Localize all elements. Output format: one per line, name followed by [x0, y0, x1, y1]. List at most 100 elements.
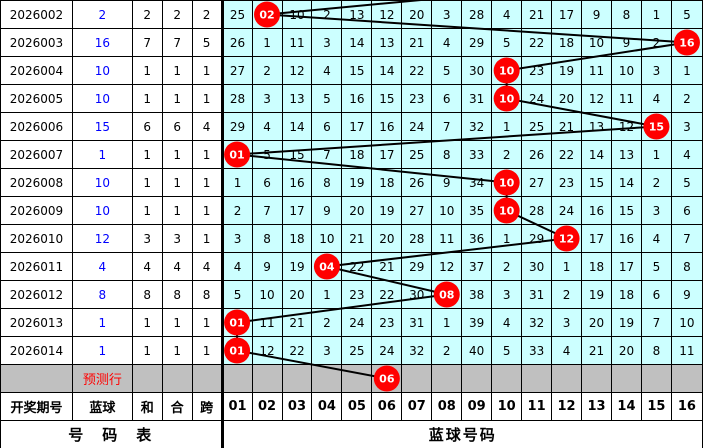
miss-cell: 15 [581, 168, 612, 197]
miss-cell: 21 [551, 112, 583, 141]
miss-cell: 10 [610, 56, 642, 85]
header-number: 09 [461, 392, 493, 421]
miss-cell: 9 [251, 252, 283, 281]
pred-grid-cell [670, 364, 703, 393]
miss-cell [251, 0, 283, 29]
pred-grid-cell [551, 364, 583, 393]
miss-cell: 18 [371, 168, 403, 197]
period-cell: 2026007 [0, 140, 73, 169]
sum-cell: 4 [131, 252, 163, 281]
he-cell: 1 [161, 84, 193, 113]
miss-cell: 12 [581, 84, 612, 113]
blue-cell: 1 [71, 140, 133, 169]
miss-cell: 24 [551, 196, 583, 225]
header-blue: 蓝球 [71, 392, 133, 421]
miss-cell: 2 [640, 168, 672, 197]
miss-cell: 25 [221, 0, 253, 29]
miss-cell: 29 [221, 112, 253, 141]
span-cell: 4 [191, 112, 224, 141]
span-cell: 1 [191, 196, 224, 225]
miss-cell: 20 [581, 308, 612, 337]
table-row: 2026006 15 6 6 4 29 4 14 6 17 16 24 7 32 1 25 21 13 12 3 [0, 112, 703, 141]
miss-cell: 8 [251, 224, 283, 253]
miss-cell: 18 [581, 252, 612, 281]
miss-cell: 33 [461, 140, 493, 169]
prediction-row: 预测行 [0, 364, 703, 393]
sum-cell: 1 [131, 308, 163, 337]
miss-cell: 12 [371, 0, 403, 29]
miss-cell: 27 [521, 168, 553, 197]
blue-cell: 12 [71, 224, 133, 253]
miss-cell: 31 [401, 308, 433, 337]
pred-grid-cell [281, 364, 313, 393]
miss-cell: 33 [521, 336, 553, 365]
miss-cell: 25 [341, 336, 373, 365]
miss-cell: 9 [431, 168, 463, 197]
sum-cell: 6 [131, 112, 163, 141]
pred-grid-cell [401, 364, 433, 393]
pred-grid-cell [461, 364, 493, 393]
blue-cell: 1 [71, 308, 133, 337]
sum-cell: 3 [131, 224, 163, 253]
period-cell: 2026008 [0, 168, 73, 197]
span-cell: 1 [191, 336, 224, 365]
miss-cell: 17 [610, 252, 642, 281]
he-cell: 1 [161, 336, 193, 365]
miss-cell: 7 [670, 224, 703, 253]
miss-cell: 21 [401, 28, 433, 57]
span-cell: 1 [191, 140, 224, 169]
pred-cell [161, 364, 193, 393]
miss-cell: 13 [371, 28, 403, 57]
table-row: 2026007 1 1 1 1 5 15 7 18 17 25 8 33 2 26 22 14 13 1 4 [0, 140, 703, 169]
table-row: 2026002 2 2 2 2 25 10 2 13 12 20 3 28 4 21 17 9 8 1 5 [0, 0, 703, 29]
blue-cell: 10 [71, 196, 133, 225]
miss-cell: 16 [341, 84, 373, 113]
miss-cell: 10 [581, 28, 612, 57]
miss-cell: 9 [581, 0, 612, 29]
miss-cell: 5 [431, 56, 463, 85]
table-row: 2026003 16 7 7 5 26 1 11 3 14 13 21 4 29 5 22 18 10 9 2 [0, 28, 703, 57]
miss-cell: 16 [581, 196, 612, 225]
header-number: 08 [431, 392, 463, 421]
miss-cell: 2 [311, 308, 343, 337]
period-cell: 2026002 [0, 0, 73, 29]
pred-cell [131, 364, 163, 393]
miss-cell: 12 [431, 252, 463, 281]
miss-cell: 16 [281, 168, 313, 197]
period-cell: 2026005 [0, 84, 73, 113]
miss-cell: 29 [401, 252, 433, 281]
miss-cell: 4 [431, 28, 463, 57]
miss-cell: 35 [461, 196, 493, 225]
miss-cell: 2 [551, 280, 583, 309]
miss-cell: 19 [610, 308, 642, 337]
miss-cell [640, 112, 672, 141]
miss-cell [221, 308, 253, 337]
miss-cell: 28 [221, 84, 253, 113]
miss-cell: 20 [341, 196, 373, 225]
miss-cell: 8 [640, 336, 672, 365]
blue-cell: 16 [71, 28, 133, 57]
miss-cell: 3 [670, 112, 703, 141]
pred-grid-cell [311, 364, 343, 393]
pred-grid-cell [491, 364, 523, 393]
sum-cell: 1 [131, 168, 163, 197]
miss-cell: 3 [251, 84, 283, 113]
miss-cell: 24 [401, 112, 433, 141]
miss-cell: 1 [551, 252, 583, 281]
pred-grid-cell [371, 364, 403, 393]
period-cell: 2026003 [0, 28, 73, 57]
miss-cell: 25 [521, 112, 553, 141]
miss-cell [221, 336, 253, 365]
sum-cell: 7 [131, 28, 163, 57]
sum-cell: 1 [131, 336, 163, 365]
period-cell: 2026012 [0, 280, 73, 309]
miss-cell: 2 [640, 28, 672, 57]
miss-cell: 26 [221, 28, 253, 57]
table-row: 2026014 1 1 1 1 12 22 3 25 24 32 2 40 5 33 4 21 20 8 11 [0, 336, 703, 365]
miss-cell: 4 [221, 252, 253, 281]
miss-cell: 4 [251, 112, 283, 141]
miss-cell: 1 [491, 224, 523, 253]
miss-cell: 5 [670, 0, 703, 29]
